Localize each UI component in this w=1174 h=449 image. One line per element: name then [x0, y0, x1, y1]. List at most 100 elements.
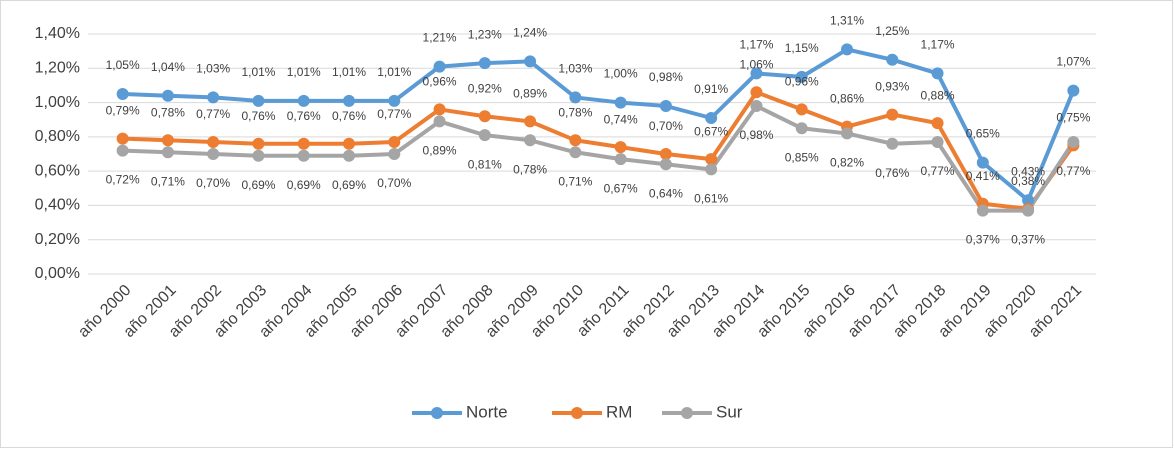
data-label: 0,85%: [785, 150, 819, 164]
data-point: [705, 153, 718, 166]
data-point: [976, 204, 989, 217]
data-point: [886, 108, 899, 121]
data-point: [207, 91, 220, 104]
data-point: [795, 103, 808, 116]
data-point: [161, 89, 174, 102]
data-label: 1,17%: [739, 38, 773, 52]
data-label: 0,77%: [196, 107, 230, 121]
data-point: [976, 156, 989, 169]
data-point: [252, 94, 265, 107]
data-point: [1067, 84, 1080, 97]
data-label: 1,01%: [287, 65, 321, 79]
data-label: 1,03%: [558, 62, 592, 76]
data-point: [614, 153, 627, 166]
data-label: 1,05%: [106, 58, 140, 72]
data-label: 0,91%: [694, 82, 728, 96]
data-point: [478, 57, 491, 70]
data-label: 0,67%: [604, 181, 638, 195]
data-label: 0,75%: [1056, 111, 1090, 125]
y-tick-label: 0,00%: [35, 265, 80, 282]
data-point: [343, 149, 355, 162]
data-point: [1067, 136, 1080, 148]
data-point: [750, 100, 763, 112]
data-point: [931, 67, 944, 80]
data-point: [886, 53, 899, 66]
data-point: [750, 67, 763, 80]
data-label: 0,69%: [287, 178, 321, 192]
data-point: [343, 94, 355, 107]
data-label: 0,93%: [875, 80, 909, 94]
data-point: [116, 144, 129, 157]
data-label: 1,31%: [830, 14, 864, 28]
data-label: 0,70%: [649, 119, 683, 133]
data-point: [750, 86, 763, 99]
data-label: 1,15%: [785, 41, 819, 55]
data-point: [297, 137, 310, 150]
data-point: [433, 103, 446, 116]
data-label: 1,00%: [604, 67, 638, 81]
y-tick-label: 0,80%: [35, 128, 80, 145]
data-point: [931, 117, 944, 130]
y-tick-label: 1,20%: [35, 60, 80, 77]
data-label: 1,21%: [423, 31, 457, 45]
data-label: 1,07%: [1056, 55, 1090, 69]
data-point: [388, 148, 401, 160]
data-label: 0,67%: [694, 124, 728, 138]
data-label: 0,65%: [966, 127, 1000, 141]
data-label: 0,81%: [468, 157, 502, 171]
data-point: [388, 136, 401, 148]
data-label: 1,25%: [875, 24, 909, 38]
data-point: [886, 137, 899, 150]
data-label: 0,74%: [604, 112, 638, 126]
data-point: [478, 129, 491, 142]
data-label: 0,70%: [196, 176, 230, 190]
data-label: 0,76%: [875, 166, 909, 180]
data-label: 0,71%: [151, 174, 185, 188]
data-label: 0,72%: [106, 173, 140, 187]
data-label: 0,37%: [1011, 233, 1045, 247]
data-point: [659, 148, 672, 160]
data-point: [1022, 194, 1035, 207]
data-point: [252, 149, 265, 162]
y-tick-label: 1,00%: [35, 94, 80, 111]
data-label: 1,17%: [921, 38, 955, 52]
data-point: [388, 94, 401, 107]
data-label: 1,01%: [332, 65, 366, 79]
data-label: 0,77%: [921, 164, 955, 178]
data-label: 0,86%: [830, 92, 864, 106]
data-point: [614, 141, 627, 154]
y-tick-label: 1,40%: [35, 25, 80, 42]
data-point: [161, 146, 174, 159]
data-label: 0,71%: [558, 174, 592, 188]
data-point: [524, 134, 537, 147]
data-label: 1,01%: [241, 65, 275, 79]
data-label: 0,43%: [1011, 164, 1045, 178]
data-label: 0,41%: [966, 169, 1000, 183]
data-label: 1,23%: [468, 27, 502, 41]
data-label: 0,38%: [1011, 174, 1045, 188]
series-line: [122, 90, 1075, 211]
data-point: [614, 96, 627, 109]
data-label: 0,76%: [332, 109, 366, 123]
data-point: [433, 60, 446, 73]
data-label: 0,82%: [830, 156, 864, 170]
data-point: [569, 146, 582, 159]
data-label: 0,77%: [1056, 164, 1090, 178]
data-point: [569, 134, 582, 147]
data-point: [478, 110, 491, 123]
data-point: [524, 55, 537, 68]
data-point: [207, 136, 220, 148]
data-label: 0,37%: [966, 233, 1000, 247]
data-label: 0,96%: [785, 75, 819, 89]
data-point: [659, 158, 672, 171]
data-point: [207, 148, 220, 160]
y-tick-label: 0,60%: [35, 162, 80, 179]
data-label: 1,01%: [377, 65, 411, 79]
data-point: [841, 43, 853, 56]
legend-label: RM: [606, 402, 632, 421]
data-label: 1,24%: [513, 26, 547, 40]
data-point: [116, 132, 129, 145]
data-label: 0,78%: [558, 105, 592, 119]
